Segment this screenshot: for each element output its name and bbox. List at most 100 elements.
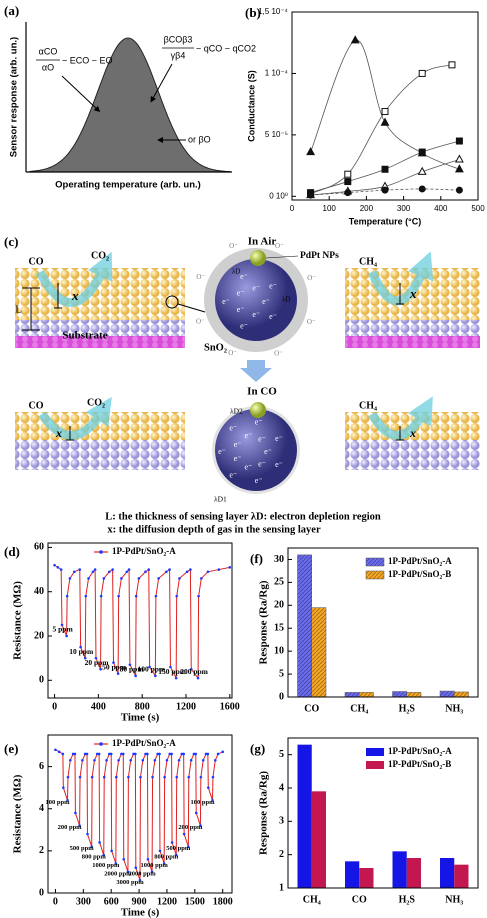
marker <box>78 568 82 571</box>
gas-label: CH₄ <box>359 400 377 411</box>
bar <box>440 858 455 888</box>
plot-frame <box>47 542 233 699</box>
marker <box>418 185 426 193</box>
depth-label: x <box>409 426 416 440</box>
marker <box>154 594 158 598</box>
x-tick-label: CO <box>304 703 319 714</box>
marker <box>448 61 456 69</box>
marker <box>418 69 426 77</box>
annotation: 20 ppm <box>85 658 110 667</box>
electron: e⁻ <box>245 431 253 440</box>
pdpt-particle <box>250 402 266 418</box>
marker <box>201 758 205 762</box>
marker <box>168 752 172 756</box>
series-line <box>310 64 453 195</box>
panel-label: (e) <box>4 741 18 756</box>
x-tick-label: CO <box>352 894 367 905</box>
y-label: Sensor response (arb. un.) <box>9 37 20 157</box>
legend-swatch <box>366 748 384 756</box>
oxygen-ion: O⁻ <box>307 318 316 326</box>
marker <box>141 758 145 762</box>
marker <box>211 799 214 802</box>
marker <box>196 676 200 680</box>
x-tick-label: 300 <box>76 896 91 907</box>
series-line <box>54 564 230 680</box>
marker <box>120 577 123 580</box>
caption: x: the diffusion depth of gas in the sen… <box>107 524 321 535</box>
marker <box>97 752 101 756</box>
marker <box>127 775 130 779</box>
response-curve <box>29 37 231 173</box>
marker <box>116 672 120 675</box>
bar <box>392 691 407 698</box>
depth-label: x <box>409 286 417 301</box>
marker <box>68 577 72 580</box>
state-label: In Air <box>248 236 277 248</box>
marker <box>156 752 159 756</box>
bar <box>454 864 469 888</box>
electron: e⁻ <box>252 310 260 319</box>
marker <box>90 775 94 779</box>
series-line <box>55 749 223 881</box>
substrate <box>15 336 185 348</box>
bar <box>454 691 469 698</box>
legend-label: 1P-PdPt/SnO₂-B <box>388 759 451 769</box>
marker <box>164 570 168 574</box>
marker <box>189 667 193 671</box>
interface-layer <box>15 440 185 470</box>
x-tick-label: 300 <box>397 204 411 213</box>
depth-label: x <box>71 288 79 303</box>
y-tick-label: 0 <box>39 887 44 898</box>
marker <box>158 752 161 756</box>
y-tick-label: 2 <box>279 849 284 860</box>
marker <box>126 870 130 874</box>
sno2-label: SnO₂ <box>204 342 227 353</box>
panel-label: (f) <box>250 551 263 566</box>
marker <box>350 35 360 44</box>
marker <box>175 594 178 598</box>
y-label: Response (Ra/Rg) <box>258 771 270 855</box>
arrow <box>150 63 173 103</box>
x-tick-label: 1800 <box>213 896 233 907</box>
marker <box>216 752 220 756</box>
bar <box>345 861 360 888</box>
marker <box>148 665 151 669</box>
gas-label: CO₂ <box>87 397 105 408</box>
x-tick-label: 400 <box>434 204 448 213</box>
marker <box>170 841 174 844</box>
marker <box>187 775 191 779</box>
marker <box>144 752 147 756</box>
electron: e⁻ <box>262 297 270 306</box>
series-line <box>310 188 460 196</box>
annotation: 800 ppm <box>154 854 179 861</box>
y-tick-label: 4 <box>39 803 44 814</box>
marker <box>66 799 69 802</box>
electron: e⁻ <box>218 447 226 456</box>
gas-label: CH₄ <box>359 256 377 267</box>
marker <box>211 775 215 779</box>
annotation: 200 ppm <box>180 667 208 676</box>
marker <box>90 845 93 848</box>
annotation: 800 ppm <box>82 854 107 861</box>
marker <box>132 752 135 756</box>
oxygen-ion: O⁻ <box>229 242 238 250</box>
gas-label: CO <box>29 400 44 411</box>
oxygen-ion: O⁻ <box>228 349 237 357</box>
y-tick-label: 10 <box>274 645 284 656</box>
oxygen-ion: O⁻ <box>196 317 205 325</box>
y-tick-label: 5 <box>279 668 284 679</box>
marker <box>72 570 76 574</box>
bar <box>344 692 360 698</box>
electron: e⁻ <box>255 418 263 427</box>
marker <box>129 758 133 762</box>
x-tick-label: 1200 <box>157 896 177 907</box>
marker <box>121 752 125 756</box>
annotation: 500 ppm <box>70 845 95 852</box>
formula-rhs: ~ qCO − qCO2 <box>196 43 256 53</box>
panel-label: (g) <box>250 741 265 756</box>
marker <box>134 752 137 756</box>
marker <box>381 108 389 116</box>
marker <box>199 824 202 827</box>
gas-label: CO <box>29 256 44 267</box>
oxygen-ion: O⁻ <box>275 242 284 250</box>
